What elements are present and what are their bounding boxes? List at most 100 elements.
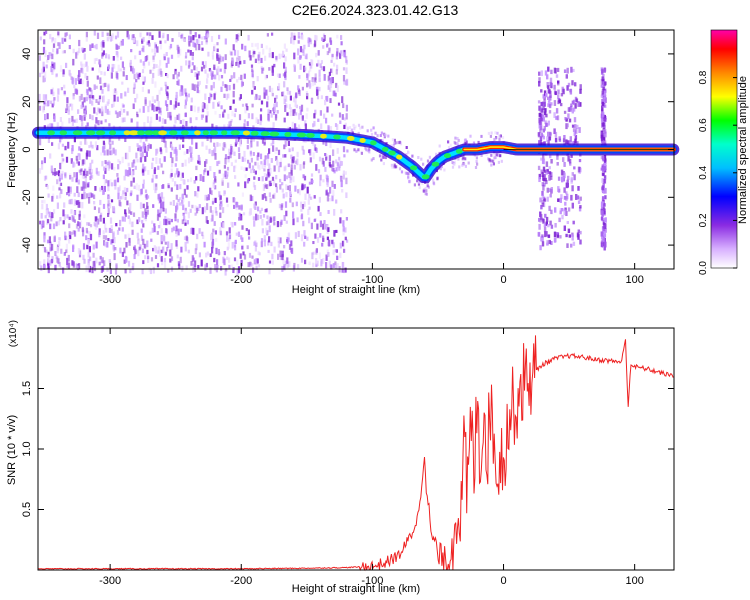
noise-speckle [284,260,287,266]
noise-speckle [130,49,133,53]
noise-speckle [112,100,115,107]
noise-speckle [260,238,264,243]
noise-speckle [206,251,209,256]
noise-speckle [175,91,178,99]
noise-speckle [464,157,467,161]
noise-speckle [420,157,423,161]
noise-speckle [216,142,219,147]
noise-column [544,177,547,182]
noise-speckle [110,229,113,234]
noise-speckle [346,126,349,130]
noise-speckle [228,227,231,234]
noise-speckle [262,214,266,218]
noise-speckle [288,185,291,192]
noise-speckle [378,154,382,158]
noise-column [603,140,607,144]
noise-speckle [315,35,318,41]
noise-speckle [329,85,332,92]
noise-speckle [151,157,155,161]
noise-speckle [85,88,89,94]
noise-speckle [345,59,348,65]
noise-speckle [49,100,52,104]
noise-speckle [169,115,172,121]
noise-speckle [395,141,398,145]
ridge-blob [359,138,366,143]
noise-speckle [334,261,337,266]
noise-speckle [238,56,241,61]
noise-speckle [98,232,101,238]
noise-speckle [130,190,133,196]
noise-speckle [143,122,146,129]
noise-speckle [283,98,286,105]
noise-speckle [216,48,219,53]
noise-speckle [152,67,155,72]
noise-speckle [164,119,167,124]
noise-speckle [166,86,169,90]
noise-speckle [143,166,146,172]
noise-speckle [100,266,103,273]
noise-speckle [254,58,257,64]
noise-column [548,110,552,114]
noise-speckle [328,162,331,167]
noise-speckle [116,57,119,62]
noise-speckle [269,182,272,187]
noise-speckle [213,43,216,50]
noise-speckle [258,252,261,256]
noise-speckle [326,175,329,183]
noise-speckle [398,140,401,144]
noise-speckle [269,168,272,174]
noise-speckle [302,174,305,179]
noise-speckle [206,73,209,78]
noise-speckle [60,173,63,180]
noise-speckle [221,178,224,182]
noise-column [604,117,607,122]
noise-speckle [55,73,58,77]
noise-speckle [211,55,215,60]
noise-speckle [264,209,267,213]
noise-speckle [345,177,348,185]
noise-column [543,222,547,228]
noise-speckle [331,68,334,76]
noise-speckle [332,160,335,167]
noise-speckle [332,167,335,172]
noise-speckle [160,249,163,254]
noise-speckle [211,232,214,240]
noise-speckle [322,160,325,167]
noise-speckle [87,263,90,269]
noise-speckle [454,142,457,145]
noise-speckle [146,41,149,46]
noise-speckle [144,208,147,216]
noise-speckle [260,43,263,49]
noise-speckle [187,65,191,69]
noise-speckle [494,156,497,160]
noise-speckle [248,236,251,240]
noise-speckle [493,152,496,156]
noise-speckle [346,127,349,131]
noise-speckle [282,193,285,199]
noise-speckle [299,46,303,53]
noise-speckle [140,235,144,241]
noise-speckle [102,42,105,48]
noise-speckle [344,227,347,233]
noise-speckle [340,176,343,183]
noise-speckle [494,131,497,135]
noise-speckle [288,148,291,153]
noise-speckle [181,162,184,167]
noise-column [543,125,546,131]
noise-column [601,68,604,74]
noise-speckle [449,143,452,147]
noise-speckle [211,71,214,77]
noise-speckle [95,43,98,50]
noise-speckle [187,249,190,254]
noise-speckle [82,181,85,188]
noise-speckle [153,245,156,252]
noise-speckle [195,142,198,149]
noise-speckle [209,187,212,194]
noise-column [562,88,565,95]
noise-speckle [294,232,297,239]
noise-speckle [211,247,214,254]
ridge-blob [409,165,418,171]
noise-speckle [322,235,325,242]
x-tick-label: 100 [625,575,643,587]
noise-speckle [184,246,187,252]
